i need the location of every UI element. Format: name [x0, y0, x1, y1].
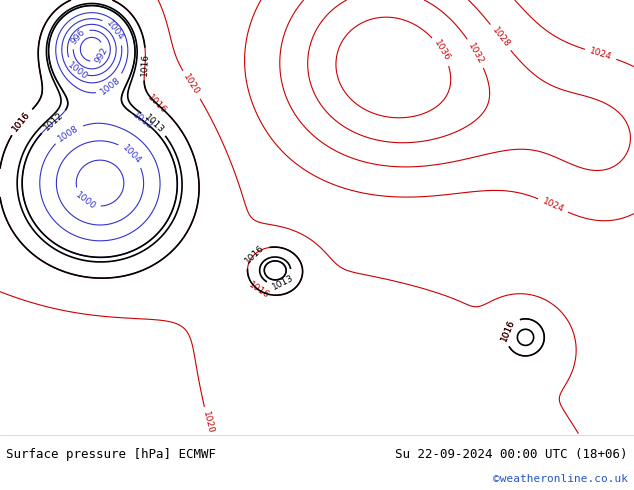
Text: 1012: 1012 [131, 110, 155, 131]
Text: Surface pressure [hPa] ECMWF: Surface pressure [hPa] ECMWF [6, 448, 216, 461]
Text: 1020: 1020 [182, 73, 202, 97]
Text: 1000: 1000 [66, 60, 89, 81]
Text: 1004: 1004 [105, 19, 126, 42]
Text: 1000: 1000 [74, 191, 97, 212]
Text: 1013: 1013 [271, 273, 295, 292]
Text: 1028: 1028 [490, 26, 511, 49]
Text: 1016: 1016 [140, 52, 150, 76]
Text: 1024: 1024 [541, 196, 566, 214]
Text: 1016: 1016 [146, 93, 169, 116]
Text: 1013: 1013 [143, 113, 165, 135]
Text: 1008: 1008 [56, 123, 81, 143]
Text: 1004: 1004 [120, 143, 143, 166]
Text: 1016: 1016 [243, 243, 266, 266]
Text: 1012: 1012 [42, 111, 65, 133]
Text: ©weatheronline.co.uk: ©weatheronline.co.uk [493, 474, 628, 484]
Text: 1016: 1016 [500, 318, 517, 343]
Text: 1016: 1016 [500, 318, 517, 343]
Text: 1016: 1016 [11, 110, 32, 133]
Text: 992: 992 [94, 46, 110, 65]
Text: 996: 996 [69, 27, 87, 46]
Text: 1036: 1036 [432, 39, 451, 63]
Text: 1032: 1032 [467, 41, 486, 66]
Text: 1024: 1024 [588, 47, 613, 62]
Text: 1016: 1016 [11, 110, 32, 133]
Text: 1016: 1016 [247, 280, 271, 300]
Text: 1008: 1008 [99, 75, 122, 97]
Text: Su 22-09-2024 00:00 UTC (18+06): Su 22-09-2024 00:00 UTC (18+06) [395, 448, 628, 461]
Text: 1020: 1020 [201, 411, 215, 435]
